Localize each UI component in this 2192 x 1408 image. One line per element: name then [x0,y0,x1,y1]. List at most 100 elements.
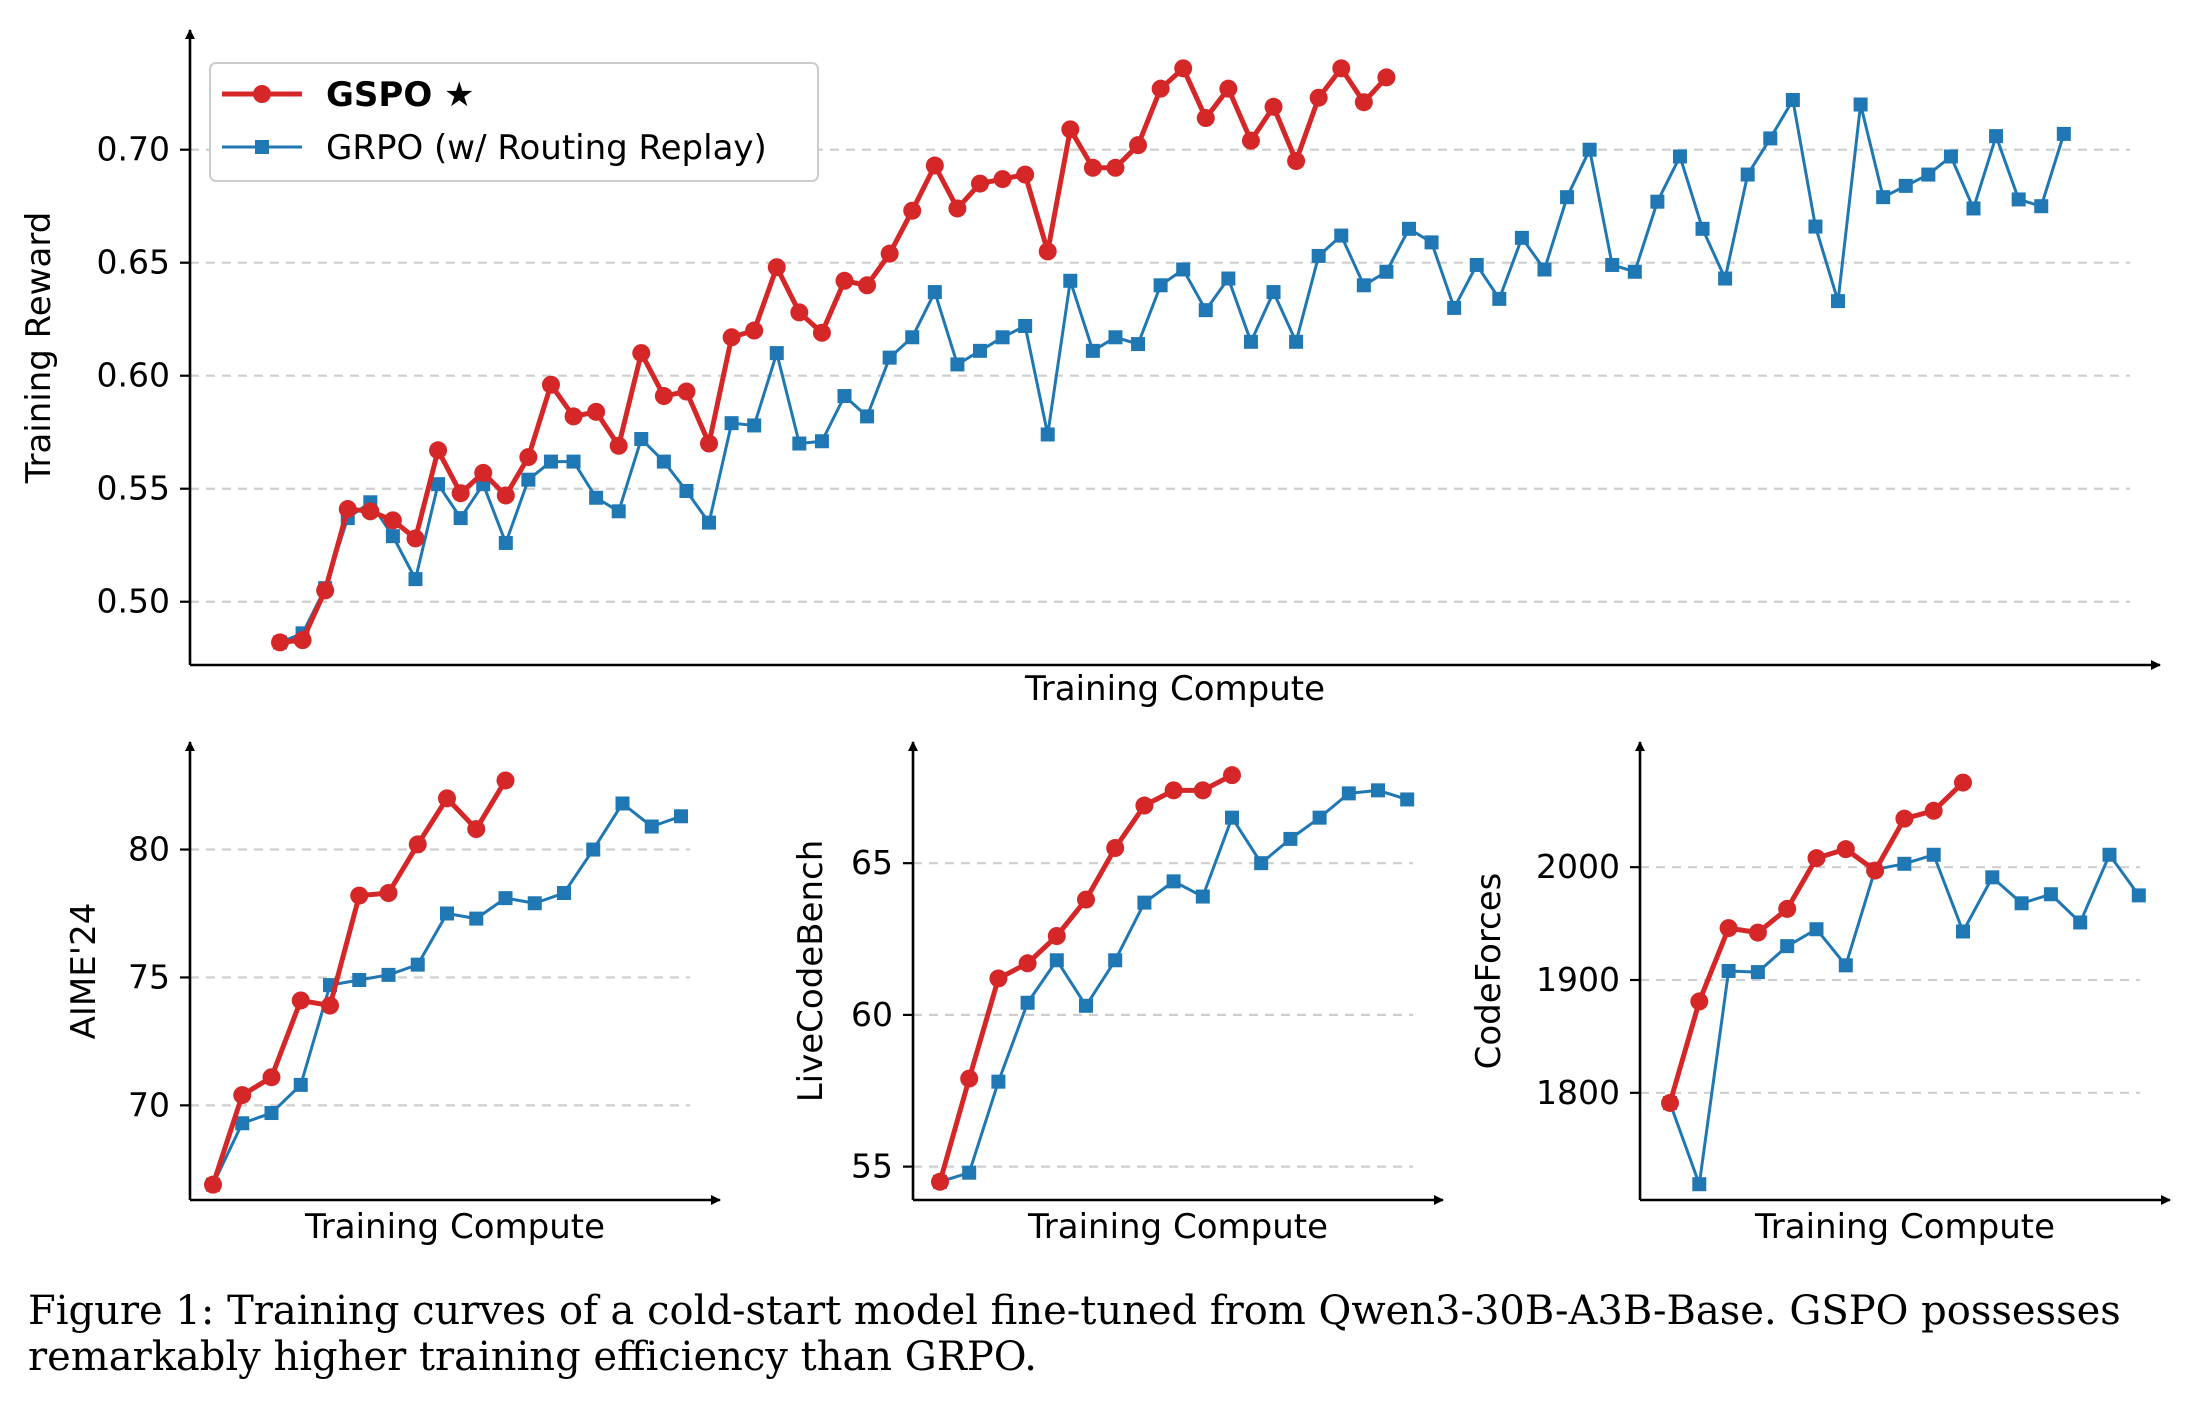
gspo-point [1309,88,1328,107]
gspo-point [1196,109,1215,128]
gspo-point [970,174,989,193]
legend: GSPO ★ GRPO (w/ Routing Replay) [209,62,819,182]
grpo-point [1400,792,1415,807]
grpo-point [521,472,536,487]
grpo-point [2131,888,2146,903]
grpo-point [264,1106,279,1121]
gspo-point [321,996,339,1015]
gspo-point [338,500,357,519]
gspo-point [1778,899,1797,918]
gspo-point [700,434,719,453]
grpo-point [634,431,649,446]
gspo-line [1667,780,1965,1104]
gspo-point [880,244,899,263]
grpo-point [1560,190,1575,205]
y-tick-label: 1900 [1536,960,1620,999]
legend-gspo-label: GSPO ★ [326,75,475,115]
gspo-point [1924,801,1943,820]
gspo-point [1223,766,1241,785]
series-grpo [273,92,2071,650]
panel-codeforces: 1800 1900 2000 Training Compute CodeForces [1469,741,2171,1247]
gspo-point [1748,923,1767,942]
grpo-point [972,343,987,358]
grpo-point [814,434,829,449]
gspo-point [383,511,402,530]
gspo-point [812,323,831,342]
series-grpo [206,796,688,1192]
gspo-point [1016,165,1035,184]
grpo-point [1153,278,1168,293]
grpo-point [498,891,513,906]
legend-box [209,62,819,182]
grpo-point [408,572,423,587]
gspo-point [406,529,425,548]
grpo-point [1514,230,1529,245]
grpo-point [679,483,694,498]
gspo-point [745,321,764,340]
grpo-point [1650,194,1665,209]
grpo-point [1721,963,1736,978]
x-axis-label: Training Compute [1024,669,1325,709]
grpo-point [962,1165,977,1180]
grpo-point [1312,810,1327,825]
gspo-point [835,271,854,290]
grpo-point [1780,939,1795,954]
gspo-point [350,886,369,905]
gspo-point [204,1175,222,1194]
grpo-point [1838,958,1853,973]
grpo-point [611,504,626,519]
grpo-point [1356,278,1371,293]
grpo-point [235,1116,250,1131]
grpo-point [440,906,454,921]
grpo-point [1371,783,1385,798]
gspo-point [474,463,493,482]
gspo-point [271,633,289,652]
gspo-point [1661,1093,1679,1112]
grpo-point [1311,248,1326,263]
gspo-point [1287,152,1306,171]
gspo-point [609,436,628,455]
grpo-point [385,529,400,544]
grpo-point [453,511,468,526]
grpo-point [1718,271,1733,286]
grpo-point [1085,343,1100,358]
gspo-point [1135,796,1154,815]
grpo-line [211,801,682,1186]
gspo-point [948,199,967,218]
gspo-point [564,407,583,426]
grpo-point [498,535,513,550]
grpo-point [674,809,688,824]
grpo-point [1079,998,1093,1013]
grpo-point [1040,427,1055,442]
grpo-point [2011,192,2026,207]
grpo-point [792,436,807,451]
grpo-point [1672,149,1687,164]
gspo-point [429,441,448,460]
grpo-point [431,477,446,492]
x-axis-label: Training Compute [304,1207,605,1247]
grpo-point [1225,810,1239,825]
grpo-point [1876,190,1891,205]
chart-panels: 0.50 0.55 0.60 0.65 0.70 Training Compute Trai… [19,29,2171,1247]
grpo-point [1049,953,1064,968]
grpo-point [381,967,396,982]
grpo-point [1582,142,1597,157]
gspo-point [677,382,696,401]
y-tick-label: 0.60 [97,356,170,395]
grpo-point [837,389,852,404]
grpo-point [1966,201,1981,216]
gspo-point [233,1086,252,1105]
gspo-point [451,484,470,503]
series-gspo [271,59,1396,652]
gspo-point [1164,781,1183,800]
gspo-point [1954,773,1972,792]
gspo-point [1377,68,1396,87]
y-axis-label: Training Reward [19,212,59,485]
gspo-point [1174,59,1193,78]
grpo-point [724,416,739,431]
grpo-point [1198,303,1213,318]
gspo-point [1129,136,1148,155]
gspo-point [1241,131,1260,150]
series-gspo [1661,773,1972,1112]
y-tick-label: 75 [128,957,170,996]
